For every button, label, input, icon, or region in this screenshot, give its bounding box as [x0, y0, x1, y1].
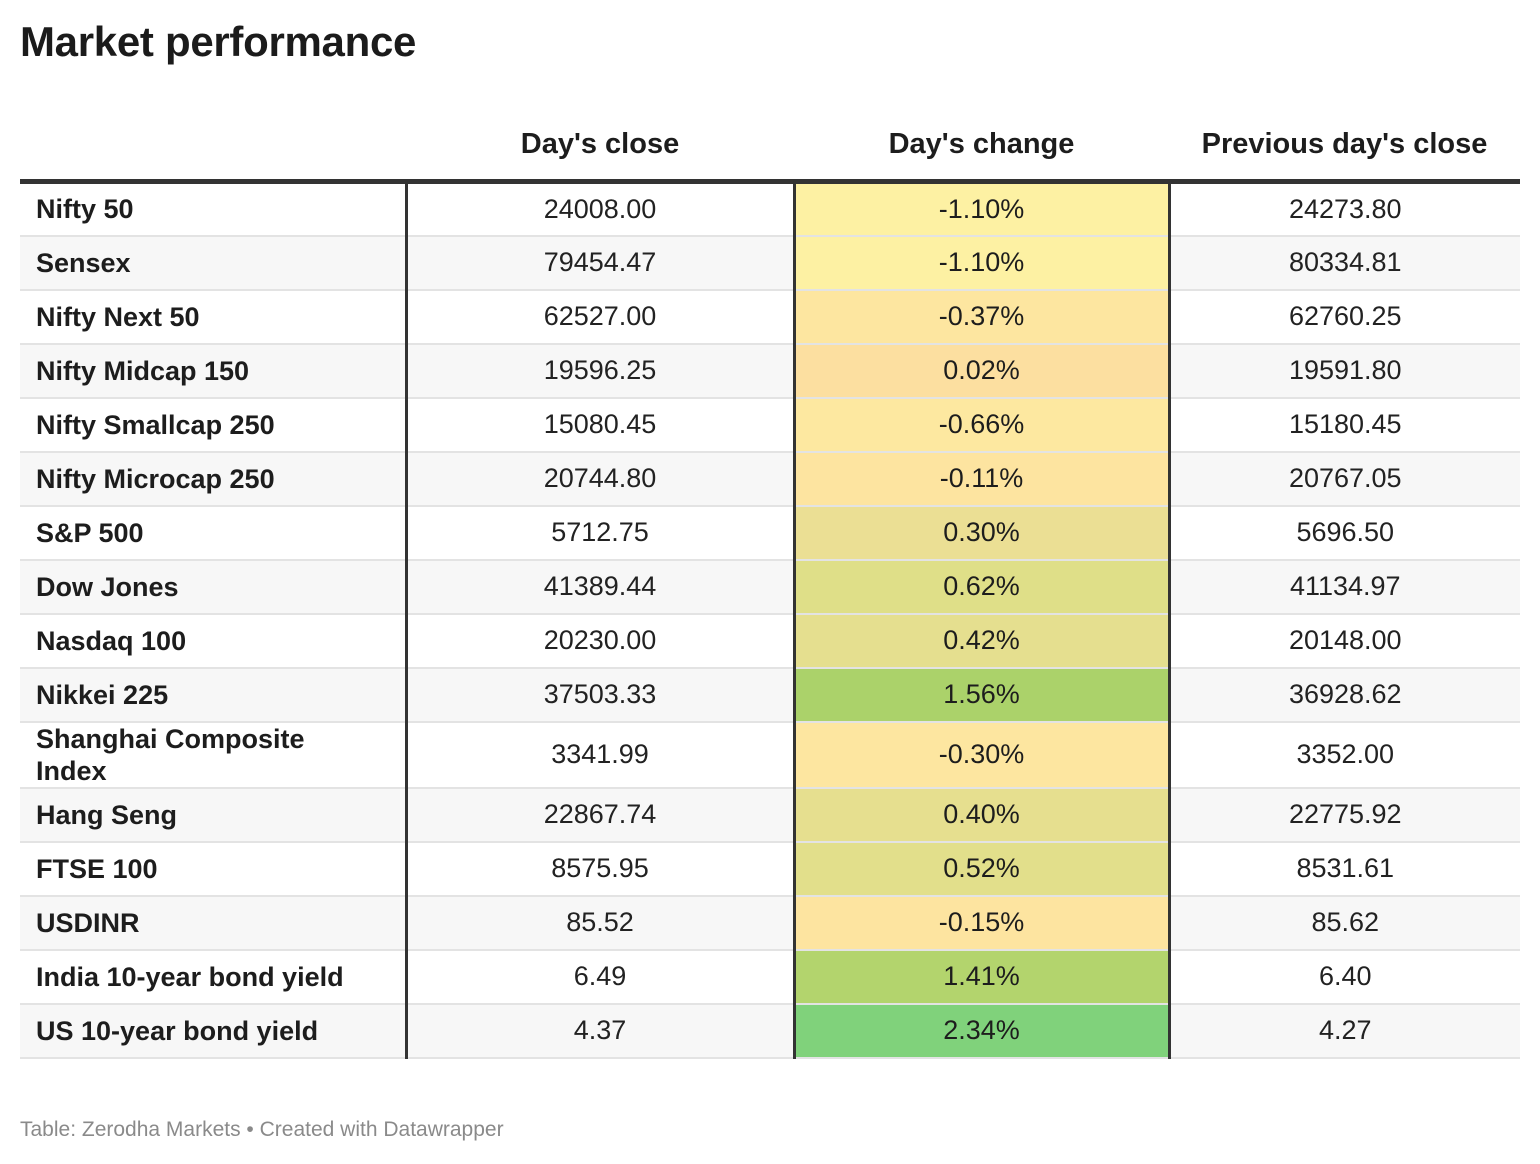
- table-row: Nifty Smallcap 250 15080.45 -0.66% 15180.45: [20, 397, 1520, 453]
- table-row: Nifty Midcap 150 19596.25 0.02% 19591.80: [20, 343, 1520, 399]
- cell-day-change: -0.15%: [792, 895, 1169, 951]
- cell-day-close: 8575.95: [404, 841, 794, 897]
- cell-day-close: 22867.74: [404, 787, 794, 843]
- column-header-prev: Previous day's close: [1169, 110, 1520, 184]
- table-title: Market performance: [20, 18, 417, 65]
- cell-day-change: -1.10%: [792, 235, 1169, 291]
- cell-prev-close: 20148.00: [1167, 613, 1520, 669]
- cell-day-change: 0.62%: [792, 559, 1169, 615]
- table-row: FTSE 100 8575.95 0.52% 8531.61: [20, 841, 1520, 897]
- cell-day-change: 0.30%: [792, 505, 1169, 561]
- cell-prev-close: 20767.05: [1167, 451, 1520, 507]
- cell-day-close: 6.49: [404, 949, 794, 1005]
- table-row: Dow Jones 41389.44 0.62% 41134.97: [20, 559, 1520, 615]
- cell-prev-close: 85.62: [1167, 895, 1520, 951]
- source-note: Table: Zerodha Markets • Created with Da…: [20, 1118, 504, 1141]
- cell-day-close: 19596.25: [404, 343, 794, 399]
- table-row: USDINR 85.52 -0.15% 85.62: [20, 895, 1520, 951]
- cell-prev-close: 22775.92: [1167, 787, 1520, 843]
- cell-day-close: 62527.00: [404, 289, 794, 345]
- cell-day-change: -1.10%: [792, 181, 1169, 237]
- row-name: Nifty Microcap 250: [20, 451, 406, 507]
- table-row: Nifty Next 50 62527.00 -0.37% 62760.25: [20, 289, 1520, 345]
- table-row: Sensex 79454.47 -1.10% 80334.81: [20, 235, 1520, 291]
- row-name: India 10-year bond yield: [20, 949, 406, 1005]
- cell-day-change: 0.40%: [792, 787, 1169, 843]
- cell-day-change: -0.66%: [792, 397, 1169, 453]
- cell-day-change: 2.34%: [792, 1003, 1169, 1059]
- column-header-change: Day's change: [794, 110, 1169, 184]
- column-header-close: Day's close: [406, 110, 794, 184]
- cell-day-close: 20230.00: [404, 613, 794, 669]
- row-name: FTSE 100: [20, 841, 406, 897]
- table-row: Shanghai Composite Index 3341.99 -0.30% 335…: [20, 721, 1520, 789]
- row-name: Nikkei 225: [20, 667, 406, 723]
- cell-prev-close: 5696.50: [1167, 505, 1520, 561]
- cell-day-change: 1.56%: [792, 667, 1169, 723]
- table-row: US 10-year bond yield 4.37 2.34% 4.27: [20, 1003, 1520, 1059]
- cell-day-change: -0.37%: [792, 289, 1169, 345]
- cell-day-change: -0.30%: [792, 721, 1169, 789]
- row-name: Nifty Midcap 150: [20, 343, 406, 399]
- cell-prev-close: 4.27: [1167, 1003, 1520, 1059]
- cell-day-close: 5712.75: [404, 505, 794, 561]
- row-name: Hang Seng: [20, 787, 406, 843]
- cell-prev-close: 62760.25: [1167, 289, 1520, 345]
- cell-prev-close: 41134.97: [1167, 559, 1520, 615]
- row-name: Nifty Next 50: [20, 289, 406, 345]
- row-name: Sensex: [20, 235, 406, 291]
- table-row: Nasdaq 100 20230.00 0.42% 20148.00: [20, 613, 1520, 669]
- market-table: Day's close Day's change Previous day's …: [20, 110, 1520, 1059]
- cell-prev-close: 8531.61: [1167, 841, 1520, 897]
- cell-prev-close: 6.40: [1167, 949, 1520, 1005]
- column-header-name: [20, 110, 406, 184]
- cell-day-close: 24008.00: [404, 181, 794, 237]
- cell-day-close: 37503.33: [404, 667, 794, 723]
- table-row: Nikkei 225 37503.33 1.56% 36928.62: [20, 667, 1520, 723]
- cell-day-change: 0.52%: [792, 841, 1169, 897]
- table-body: Nifty 50 24008.00 -1.10% 24273.80 Sensex 7945…: [20, 181, 1520, 1059]
- cell-day-close: 15080.45: [404, 397, 794, 453]
- cell-prev-close: 36928.62: [1167, 667, 1520, 723]
- cell-day-close: 3341.99: [404, 721, 794, 789]
- table-row: Nifty 50 24008.00 -1.10% 24273.80: [20, 181, 1520, 237]
- table-row: Nifty Microcap 250 20744.80 -0.11% 20767.05: [20, 451, 1520, 507]
- cell-day-change: -0.11%: [792, 451, 1169, 507]
- row-name: USDINR: [20, 895, 406, 951]
- table-row: Hang Seng 22867.74 0.40% 22775.92: [20, 787, 1520, 843]
- row-name: Nifty Smallcap 250: [20, 397, 406, 453]
- cell-prev-close: 24273.80: [1167, 181, 1520, 237]
- row-name: Shanghai Composite Index: [20, 721, 406, 789]
- row-name: S&P 500: [20, 505, 406, 561]
- row-name: Dow Jones: [20, 559, 406, 615]
- cell-prev-close: 3352.00: [1167, 721, 1520, 789]
- header-row: Day's close Day's change Previous day's …: [20, 110, 1520, 184]
- row-name: US 10-year bond yield: [20, 1003, 406, 1059]
- cell-day-close: 85.52: [404, 895, 794, 951]
- table: Day's close Day's change Previous day's …: [20, 110, 1520, 1059]
- cell-day-change: 0.02%: [792, 343, 1169, 399]
- cell-day-change: 0.42%: [792, 613, 1169, 669]
- cell-day-close: 4.37: [404, 1003, 794, 1059]
- cell-day-close: 20744.80: [404, 451, 794, 507]
- cell-day-close: 79454.47: [404, 235, 794, 291]
- cell-day-close: 41389.44: [404, 559, 794, 615]
- cell-day-change: 1.41%: [792, 949, 1169, 1005]
- row-name: Nifty 50: [20, 181, 406, 237]
- row-name: Nasdaq 100: [20, 613, 406, 669]
- cell-prev-close: 19591.80: [1167, 343, 1520, 399]
- table-row: India 10-year bond yield 6.49 1.41% 6.40: [20, 949, 1520, 1005]
- cell-prev-close: 15180.45: [1167, 397, 1520, 453]
- table-row: S&P 500 5712.75 0.30% 5696.50: [20, 505, 1520, 561]
- cell-prev-close: 80334.81: [1167, 235, 1520, 291]
